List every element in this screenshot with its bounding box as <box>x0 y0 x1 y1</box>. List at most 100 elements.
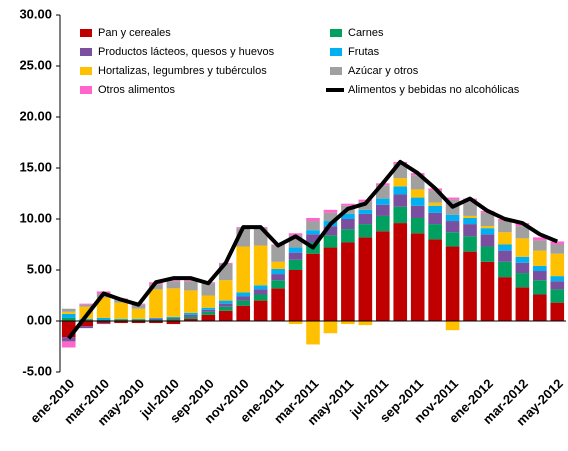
bar-segment <box>96 317 111 320</box>
bar-segment <box>166 316 181 318</box>
bar-segment <box>271 280 285 289</box>
bar-segment <box>288 321 303 325</box>
bar-segment <box>253 245 268 286</box>
legend-swatch <box>80 29 92 37</box>
bar-segment <box>515 238 530 257</box>
legend-label: Frutas <box>348 46 380 58</box>
bar-segment <box>445 221 460 233</box>
bar-segment <box>498 244 512 251</box>
bar-segment <box>445 214 460 222</box>
bar-segment <box>533 294 547 321</box>
bar-segment <box>480 234 495 247</box>
bar-segment <box>393 186 408 195</box>
bar-segment <box>375 198 390 205</box>
bar-segment <box>201 283 216 296</box>
bar-segment <box>498 221 512 233</box>
bar-segment <box>445 321 460 331</box>
bar-segment <box>463 224 477 237</box>
bar-segment <box>271 274 285 281</box>
bar-segment <box>114 302 128 319</box>
bar-segment <box>428 224 442 240</box>
bar-segment <box>149 318 163 320</box>
bar-segment <box>393 194 408 207</box>
y-tick-label: -5.00 <box>22 363 52 378</box>
bar-segment <box>131 318 146 320</box>
bar-segment <box>463 251 477 321</box>
bar-segment <box>498 250 512 262</box>
legend-swatch <box>80 48 92 56</box>
bar-segment <box>253 300 268 321</box>
bar-segment <box>79 326 93 329</box>
bar-segment <box>236 246 251 293</box>
bar-segment <box>288 270 303 321</box>
bar-segment <box>306 234 320 243</box>
bar-segment <box>393 223 408 321</box>
bar-segment <box>358 209 373 214</box>
legend-swatch <box>330 29 342 37</box>
bar-segment <box>201 295 216 308</box>
bar-segment <box>184 281 198 291</box>
bar-segment <box>323 226 338 236</box>
bar-segment <box>218 300 233 304</box>
bar-segment <box>271 288 285 321</box>
bar-segment <box>375 231 390 321</box>
bar-segment <box>253 294 268 301</box>
bar-segment <box>201 314 216 321</box>
y-tick-label: 10.00 <box>19 210 52 225</box>
bar-segment <box>166 280 181 282</box>
bar-segment <box>533 265 547 272</box>
bar-segment <box>480 212 495 227</box>
bar-segment <box>184 290 198 313</box>
bar-segment <box>79 304 93 307</box>
bar-segment <box>114 319 128 321</box>
bar-segment <box>341 219 355 230</box>
bar-segment <box>149 289 163 318</box>
bar-segment <box>96 321 111 324</box>
bar-segment <box>375 215 390 232</box>
y-tick-label: 0.00 <box>27 312 52 327</box>
bar-segment <box>463 217 477 225</box>
bar-segment <box>61 317 76 321</box>
legend-swatch <box>80 67 92 75</box>
y-tick-label: 25.00 <box>19 57 52 72</box>
bar-segment <box>253 289 268 295</box>
bar-segment <box>166 317 181 319</box>
bar-segment <box>498 261 512 278</box>
bar-segment <box>550 276 565 282</box>
bar-segment <box>79 318 93 320</box>
bar-segment <box>61 311 76 314</box>
bar-segment <box>114 318 128 320</box>
bar-segment <box>550 241 565 245</box>
bar-segment <box>463 236 477 252</box>
legend-label: Hortalizas, legumbres y tubérculos <box>98 65 267 77</box>
bar-segment <box>201 307 216 310</box>
bar-segment <box>184 316 198 319</box>
bar-segment <box>358 213 373 225</box>
legend-label: Azúcar y otros <box>348 65 419 77</box>
bar-segment <box>410 197 425 206</box>
bar-segment <box>410 233 425 321</box>
bar-segment <box>184 312 198 315</box>
bar-segment <box>61 313 76 318</box>
bar-segment <box>498 232 512 245</box>
bar-segment <box>288 233 303 236</box>
bar-segment <box>533 240 547 251</box>
bar-segment <box>533 271 547 281</box>
legend-label: Pan y cereales <box>98 27 171 39</box>
bar-segment <box>61 341 76 348</box>
bar-segment <box>306 217 320 222</box>
bar-segment <box>131 319 146 321</box>
bar-segment <box>323 212 338 222</box>
bar-segment <box>61 337 76 342</box>
bar-segment <box>341 321 355 325</box>
bar-segment <box>114 321 128 324</box>
bar-segment <box>393 178 408 187</box>
bar-segment <box>323 209 338 213</box>
bar-segment <box>498 277 512 321</box>
bar-segment <box>341 203 355 206</box>
bar-segment <box>463 215 477 218</box>
bar-segment <box>218 310 233 321</box>
bar-segment <box>184 314 198 317</box>
bar-segment <box>323 235 338 248</box>
